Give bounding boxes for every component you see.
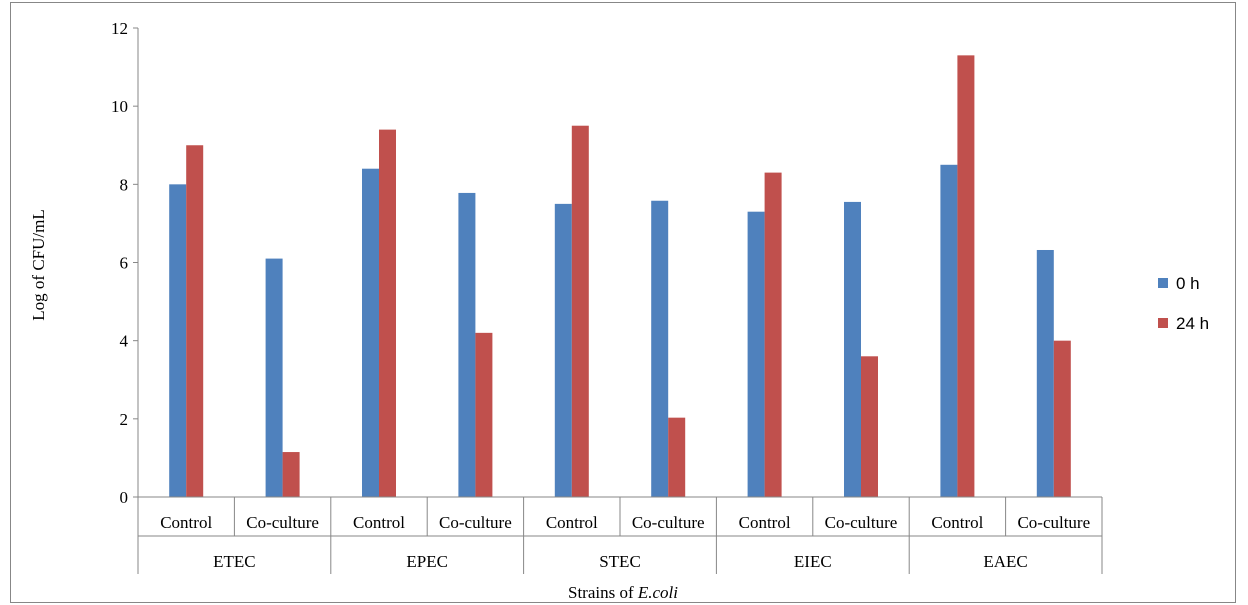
bar-0h-4 bbox=[554, 203, 572, 497]
x-group-label-1: EPEC bbox=[406, 552, 448, 571]
x-subcategory-label-7: Co-culture bbox=[825, 513, 898, 532]
x-subcategory-label-0: Control bbox=[160, 513, 212, 532]
y-axis-title: Log of CFU/mL bbox=[29, 209, 48, 320]
y-tick-label-6: 12 bbox=[111, 19, 128, 38]
bar-24h-1 bbox=[282, 452, 300, 497]
x-axis-title: Strains of E.coli bbox=[568, 583, 678, 602]
x-subcategory-label-2: Control bbox=[353, 513, 405, 532]
legend-swatch-0 bbox=[1158, 278, 1168, 288]
x-subcategory-label-3: Co-culture bbox=[439, 513, 512, 532]
bar-0h-8 bbox=[940, 164, 958, 497]
legend-label-0: 0 h bbox=[1176, 274, 1200, 293]
bar-24h-3 bbox=[475, 332, 493, 497]
x-subcategory-label-5: Co-culture bbox=[632, 513, 705, 532]
bar-24h-6 bbox=[764, 172, 782, 497]
y-tick-label-1: 2 bbox=[120, 410, 129, 429]
bar-24h-8 bbox=[957, 55, 975, 497]
bar-24h-5 bbox=[668, 417, 686, 497]
bar-0h-5 bbox=[651, 200, 669, 497]
bar-0h-2 bbox=[362, 168, 379, 497]
y-tick-label-4: 8 bbox=[120, 175, 129, 194]
x-axis-title-prefix: Strains of bbox=[568, 583, 638, 602]
x-group-label-3: EIEC bbox=[794, 552, 832, 571]
x-group-label-2: STEC bbox=[599, 552, 641, 571]
bar-0h-0 bbox=[169, 184, 187, 498]
labels-layer: 0 2 4 6 8 10 12 Control Co-culture Control Co-cult… bbox=[111, 19, 1090, 571]
bar-24h-7 bbox=[861, 356, 878, 497]
x-subcategory-label-8: Control bbox=[931, 513, 983, 532]
x-subcategory-label-9: Co-culture bbox=[1017, 513, 1090, 532]
x-group-label-4: EAEC bbox=[983, 552, 1027, 571]
bar-24h-2 bbox=[379, 129, 396, 497]
bar-24h-9 bbox=[1053, 340, 1071, 497]
legend-swatch-1 bbox=[1158, 318, 1168, 328]
legend: 0 h 24 h bbox=[1158, 274, 1209, 333]
bar-0h-3 bbox=[458, 192, 476, 497]
bar-0h-1 bbox=[265, 258, 283, 497]
y-tick-label-5: 10 bbox=[111, 97, 128, 116]
bar-0h-6 bbox=[747, 211, 765, 498]
y-tick-label-3: 6 bbox=[120, 254, 129, 273]
bars-layer bbox=[169, 55, 1071, 498]
x-subcategory-label-4: Control bbox=[546, 513, 598, 532]
bar-0h-9 bbox=[1036, 249, 1054, 497]
x-group-label-0: ETEC bbox=[213, 552, 256, 571]
chart-frame bbox=[10, 2, 1236, 603]
x-axis-title-italic: E.coli bbox=[637, 583, 678, 602]
y-tick-label-2: 4 bbox=[120, 332, 129, 351]
y-tick-label-0: 0 bbox=[120, 488, 129, 507]
bar-24h-0 bbox=[186, 145, 204, 497]
x-subcategory-label-1: Co-culture bbox=[246, 513, 319, 532]
x-subcategory-label-6: Control bbox=[739, 513, 791, 532]
bar-24h-4 bbox=[571, 125, 589, 497]
bar-0h-7 bbox=[844, 201, 861, 497]
legend-label-1: 24 h bbox=[1176, 314, 1209, 333]
axes-layer bbox=[133, 27, 1103, 574]
